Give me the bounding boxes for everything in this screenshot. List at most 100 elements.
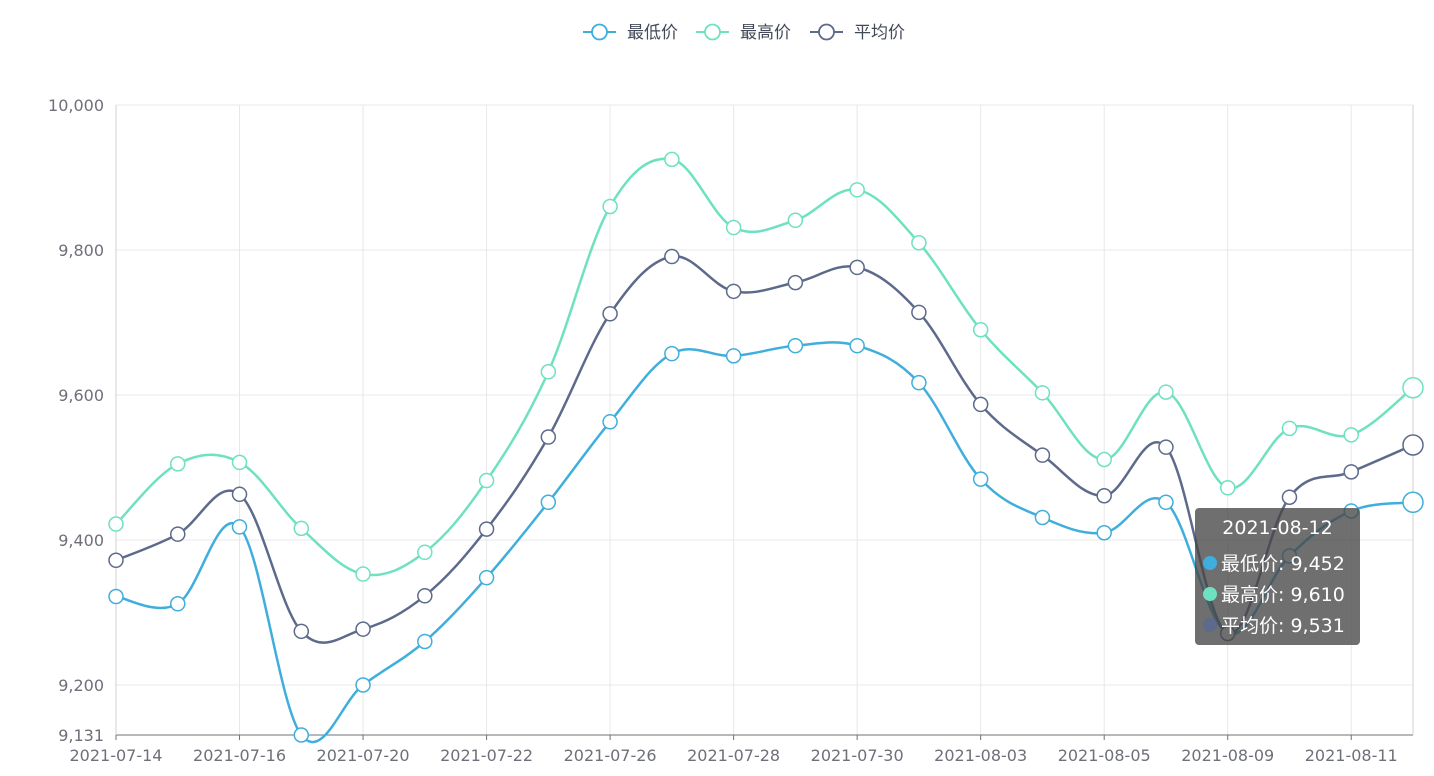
legend-marker bbox=[818, 23, 835, 41]
data-point bbox=[1158, 384, 1174, 400]
data-point bbox=[478, 569, 495, 586]
tooltip-date: 2021-08-12 bbox=[1222, 517, 1333, 539]
data-point bbox=[355, 621, 371, 637]
data-point bbox=[664, 248, 680, 265]
data-point bbox=[664, 151, 680, 168]
tooltip-high-text: 最高价: 9,610 bbox=[1221, 584, 1345, 606]
legend-item-1: 最高价 bbox=[696, 23, 791, 43]
data-point bbox=[478, 521, 495, 537]
series-line bbox=[115, 157, 1414, 577]
y-tick-label: 10,000 bbox=[48, 96, 104, 115]
data-point bbox=[1343, 464, 1359, 480]
data-point bbox=[972, 396, 989, 413]
data-point bbox=[1034, 447, 1051, 463]
y-tick-label: 9,131 bbox=[58, 726, 104, 745]
data-point bbox=[231, 454, 248, 471]
data-point bbox=[849, 182, 865, 198]
y-tick-label: 9,400 bbox=[58, 531, 104, 550]
y-tick-label: 9,600 bbox=[58, 386, 104, 405]
series-layer bbox=[108, 151, 1424, 744]
data-point bbox=[170, 526, 186, 542]
data-point bbox=[664, 345, 680, 362]
data-point bbox=[540, 494, 557, 511]
data-point bbox=[972, 321, 989, 338]
y-tick-label: 9,200 bbox=[58, 676, 104, 695]
data-point bbox=[170, 596, 186, 612]
legend-marker bbox=[591, 23, 608, 41]
data-point bbox=[602, 198, 618, 215]
data-point bbox=[849, 259, 865, 276]
data-point bbox=[972, 471, 989, 487]
data-point bbox=[1158, 494, 1174, 511]
legend-item-2: 平均价 bbox=[810, 23, 905, 43]
data-point bbox=[1034, 385, 1051, 401]
legend-label: 最高价 bbox=[740, 23, 791, 43]
data-point bbox=[417, 588, 433, 604]
data-point bbox=[293, 520, 310, 537]
data-point bbox=[1096, 488, 1112, 504]
data-point bbox=[1402, 376, 1424, 399]
x-tick-label: 2021-07-14 bbox=[70, 746, 163, 765]
data-point bbox=[1281, 420, 1298, 437]
legend-label: 平均价 bbox=[854, 23, 905, 43]
tooltip-row-avg: 平均价: 9,531 bbox=[1195, 609, 1360, 640]
tooltip-avg-text: 平均价: 9,531 bbox=[1221, 615, 1345, 637]
data-point bbox=[540, 364, 557, 380]
tooltip: 2021-08-12 最低价: 9,452 最高价: 9,610 平均价: 9,… bbox=[1195, 508, 1360, 645]
data-point bbox=[1402, 434, 1424, 456]
x-tick-label: 2021-08-11 bbox=[1305, 746, 1398, 765]
data-point bbox=[849, 337, 865, 354]
data-point bbox=[1158, 439, 1174, 455]
x-tick-label: 2021-07-22 bbox=[440, 746, 533, 765]
data-point bbox=[1402, 491, 1424, 514]
data-point bbox=[725, 283, 742, 300]
data-point bbox=[231, 486, 248, 503]
data-point bbox=[231, 519, 248, 535]
legend-marker bbox=[704, 23, 721, 41]
data-point bbox=[293, 727, 310, 743]
data-point bbox=[725, 348, 742, 364]
data-point bbox=[108, 552, 124, 569]
data-point bbox=[170, 456, 186, 472]
data-point bbox=[1343, 427, 1359, 443]
tooltip-low-dot bbox=[1203, 555, 1217, 570]
data-point bbox=[787, 337, 804, 354]
x-tick-label: 2021-07-28 bbox=[687, 746, 780, 765]
x-tick-label: 2021-08-05 bbox=[1058, 746, 1151, 765]
data-point bbox=[911, 234, 927, 251]
data-point bbox=[478, 472, 495, 489]
series-1 bbox=[108, 151, 1424, 582]
data-point bbox=[1034, 509, 1051, 526]
x-tick-label: 2021-08-09 bbox=[1181, 746, 1274, 765]
data-point bbox=[1096, 524, 1112, 541]
tooltip-row-high: 最高价: 9,610 bbox=[1195, 578, 1360, 609]
data-point bbox=[108, 516, 124, 532]
data-point bbox=[602, 414, 618, 430]
legend-item-0: 最低价 bbox=[583, 23, 678, 43]
data-point bbox=[602, 306, 618, 322]
axes: 9,131 9,200 9,400 9,600 9,800 10,000 2021-07-1… bbox=[48, 96, 1414, 765]
data-point bbox=[911, 374, 927, 391]
tooltip-high-dot bbox=[1203, 586, 1217, 601]
data-point bbox=[355, 566, 371, 582]
legend-label: 最低价 bbox=[627, 23, 678, 43]
y-tick-label: 9,800 bbox=[58, 241, 104, 260]
data-point bbox=[1281, 489, 1298, 505]
x-tick-label: 2021-07-30 bbox=[811, 746, 904, 765]
tooltip-avg-dot bbox=[1203, 617, 1217, 632]
data-point bbox=[108, 588, 124, 605]
tooltip-row-low: 最低价: 9,452 bbox=[1195, 547, 1360, 578]
data-point bbox=[787, 274, 804, 291]
x-tick-label: 2021-08-03 bbox=[934, 746, 1027, 765]
data-point bbox=[355, 677, 371, 693]
legend[interactable]: 最低价 最高价 平均价 bbox=[583, 23, 905, 43]
data-point bbox=[1219, 480, 1236, 496]
data-point bbox=[540, 429, 557, 445]
data-point bbox=[725, 219, 742, 236]
data-point bbox=[1096, 451, 1112, 468]
x-tick-label: 2021-07-26 bbox=[564, 746, 657, 765]
tooltip-low-text: 最低价: 9,452 bbox=[1221, 553, 1345, 575]
data-point bbox=[417, 633, 433, 650]
data-point bbox=[417, 544, 433, 561]
